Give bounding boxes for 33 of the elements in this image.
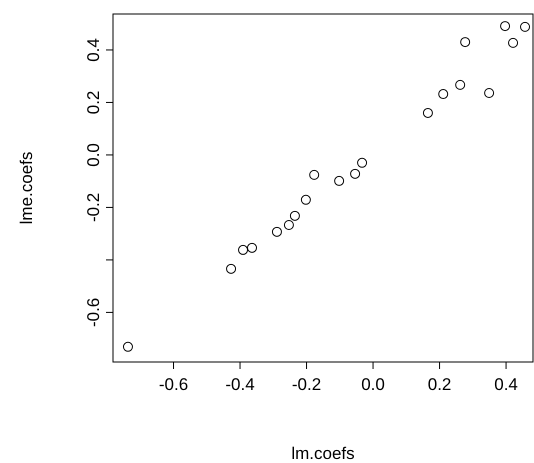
point — [122, 342, 133, 352]
point — [300, 194, 311, 205]
point — [309, 170, 320, 180]
x-tick-label: 0.0 — [361, 375, 385, 394]
y-tick-label: 0.4 — [84, 38, 103, 62]
point — [350, 168, 360, 179]
point — [284, 220, 294, 230]
y-tick-label: 0.0 — [84, 143, 103, 167]
point — [508, 38, 518, 48]
point — [226, 264, 236, 274]
x-tick-label: -0.4 — [225, 375, 255, 394]
x-tick-label: 0.4 — [494, 375, 518, 394]
point — [438, 89, 448, 100]
point — [238, 244, 248, 255]
point — [422, 108, 433, 118]
y-tick-label: -0.6 — [84, 298, 103, 328]
y-axis-title: lme.coefs — [17, 152, 36, 224]
point — [520, 22, 530, 32]
x-axis-title: lm.coefs — [291, 444, 355, 463]
y-tick-label: 0.2 — [84, 90, 103, 114]
point — [272, 226, 282, 237]
point — [460, 37, 470, 48]
y-tick-label: -0.2 — [84, 192, 103, 222]
point — [455, 80, 466, 90]
point — [290, 210, 300, 221]
point — [357, 158, 368, 168]
x-tick-label: -0.2 — [292, 375, 322, 394]
x-tick-label: -0.6 — [158, 375, 188, 394]
point — [500, 21, 510, 32]
point — [247, 242, 257, 253]
point — [484, 88, 494, 98]
point — [334, 176, 344, 186]
x-tick-label: 0.2 — [428, 375, 452, 394]
